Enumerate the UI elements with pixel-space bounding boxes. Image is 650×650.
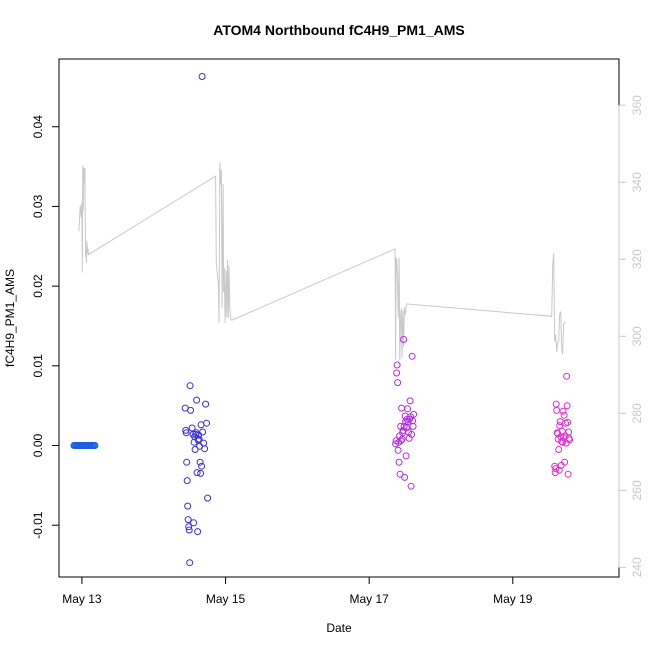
- data-point: [397, 437, 405, 445]
- data-point: [564, 418, 572, 426]
- data-point: [396, 470, 404, 478]
- points-layer: [70, 73, 574, 567]
- right-tick-label: 320: [630, 249, 644, 269]
- data-point: [200, 439, 208, 447]
- data-point: [203, 419, 211, 427]
- x-axis: May 13 May 15 May 17 May 19: [62, 576, 533, 606]
- y-tick-label: 0.00: [31, 434, 45, 458]
- right-tick-label: 240: [630, 557, 644, 577]
- y-axis: -0.01 0.00 0.01 0.02 0.03 0.04: [31, 115, 60, 539]
- data-point: [198, 462, 206, 470]
- data-point: [407, 482, 415, 490]
- y-tick-label: 0.03: [31, 194, 45, 218]
- data-point: [408, 430, 416, 438]
- data-point: [193, 396, 201, 404]
- data-point: [395, 458, 403, 466]
- data-point: [202, 400, 210, 408]
- data-point: [183, 458, 191, 466]
- data-point: [199, 428, 207, 436]
- right-tick-label: 300: [630, 326, 644, 346]
- data-point: [91, 442, 99, 449]
- data-point: [187, 406, 195, 414]
- data-point: [394, 446, 402, 454]
- data-point: [183, 477, 191, 485]
- right-axis: 240 260 280 300 320 340 360: [618, 95, 644, 577]
- data-point: [201, 445, 209, 453]
- right-tick-label: 360: [630, 95, 644, 115]
- gray-line-layer: [78, 162, 566, 361]
- data-point: [393, 361, 401, 369]
- data-point: [558, 438, 566, 445]
- data-point: [197, 469, 205, 477]
- data-point: [403, 424, 411, 432]
- data-point: [553, 406, 561, 414]
- data-point: [409, 422, 417, 430]
- data-point: [188, 424, 196, 432]
- right-tick-label: 260: [630, 480, 644, 500]
- right-tick-label: 280: [630, 403, 644, 423]
- data-point: [404, 405, 412, 413]
- data-point: [195, 435, 203, 443]
- y-axis-label: fC4H9_PM1_AMS: [3, 269, 17, 367]
- x-tick-label: May 13: [62, 592, 102, 606]
- plot-frame: [58, 58, 620, 578]
- x-tick-label: May 17: [349, 592, 389, 606]
- data-point: [186, 382, 194, 390]
- x-tick-label: May 19: [493, 592, 533, 606]
- data-point: [563, 402, 571, 410]
- data-point: [194, 436, 202, 444]
- y-tick-label: 0.01: [31, 354, 45, 378]
- y-tick-label: -0.01: [31, 511, 45, 539]
- data-point: [410, 410, 418, 418]
- right-tick-label: 340: [630, 172, 644, 192]
- data-point: [406, 397, 414, 405]
- data-point: [552, 400, 560, 408]
- data-point: [563, 372, 571, 380]
- data-point: [401, 473, 409, 481]
- data-point: [408, 352, 416, 360]
- data-point: [198, 73, 206, 80]
- data-point: [186, 559, 194, 567]
- y-tick-label: 0.04: [31, 115, 45, 139]
- data-point: [190, 519, 198, 527]
- data-point: [184, 502, 192, 510]
- x-tick-label: May 15: [206, 592, 246, 606]
- data-point: [402, 452, 410, 460]
- data-point: [561, 458, 569, 466]
- y-tick-label: 0.02: [31, 274, 45, 298]
- data-point: [555, 446, 563, 453]
- data-point: [556, 422, 564, 430]
- data-point: [394, 379, 402, 387]
- x-axis-label: Date: [326, 621, 352, 635]
- data-point: [552, 465, 560, 473]
- data-point: [559, 407, 567, 415]
- data-point: [204, 494, 212, 502]
- data-point: [559, 438, 567, 446]
- data-point: [564, 470, 572, 478]
- data-point: [560, 411, 568, 419]
- data-point: [400, 336, 408, 343]
- data-point: [398, 404, 406, 412]
- series-line: [78, 162, 566, 361]
- data-point: [185, 526, 193, 534]
- chart-title: ATOM4 Northbound fC4H9_PM1_AMS: [213, 22, 465, 38]
- data-point: [191, 446, 199, 453]
- data-point: [193, 469, 201, 477]
- data-point: [565, 428, 573, 436]
- data-point: [184, 516, 192, 524]
- data-point: [185, 523, 193, 531]
- data-point: [182, 429, 190, 437]
- data-point: [196, 458, 204, 466]
- data-point: [393, 369, 401, 377]
- data-point: [194, 528, 202, 536]
- data-point: [566, 436, 574, 444]
